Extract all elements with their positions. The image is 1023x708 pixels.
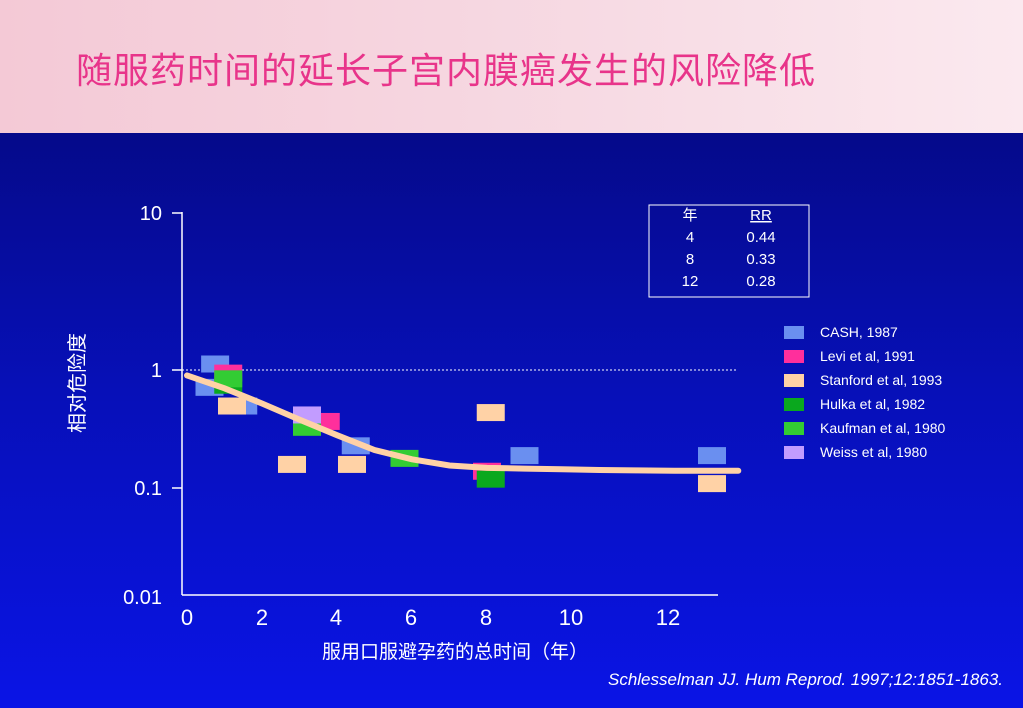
legend-label: Levi et al, 1991	[820, 348, 915, 364]
slide-body	[0, 133, 1023, 708]
legend-swatch	[784, 446, 804, 459]
x-axis-label: 服用口服避孕药的总时间（年）	[322, 641, 588, 663]
data-point	[214, 370, 243, 388]
data-point	[476, 404, 505, 422]
y-tick-labels: 10 1 0.1 0.01	[123, 203, 162, 609]
x-tick-label: 2	[256, 605, 268, 630]
data-point	[278, 455, 306, 473]
legend-label: Stanford et al, 1993	[820, 372, 942, 388]
page-title: 随服药时间的延长子宫内膜癌发生的风险降低	[76, 51, 817, 92]
x-tick-label: 12	[656, 605, 680, 630]
rr-table-cell: 0.28	[746, 273, 775, 290]
y-tick-label: 0.01	[123, 587, 162, 609]
x-tick-labels: 0 2 4 6 8 10 12	[181, 605, 680, 630]
citation: Schlesselman JJ. Hum Reprod. 1997;12:185…	[608, 670, 1003, 689]
legend-label: Weiss et al, 1980	[820, 444, 927, 460]
legend-swatch	[784, 326, 804, 339]
x-tick-label: 10	[559, 605, 583, 630]
y-tick-label: 0.1	[134, 478, 162, 500]
rr-table-cell: 12	[682, 273, 699, 290]
legend: CASH, 1987 Levi et al, 1991 Stanford et al…	[784, 324, 946, 460]
y-tick-marks	[172, 212, 182, 489]
x-tick-label: 8	[480, 605, 492, 630]
data-point	[218, 397, 246, 415]
rr-table-header: RR	[750, 207, 772, 224]
legend-label: Kaufman et al, 1980	[820, 420, 946, 436]
y-tick-label: 10	[140, 203, 162, 225]
rr-table-cell: 8	[686, 251, 694, 268]
rr-table: 年 RR 4 0.44 8 0.33 12 0.28	[682, 207, 776, 290]
rr-table-header: 年	[682, 207, 697, 224]
trend-line	[184, 372, 742, 474]
rr-table-cell: 4	[686, 229, 694, 246]
x-tick-label: 6	[405, 605, 417, 630]
y-axis-label: 相对危险度	[66, 333, 89, 433]
legend-swatch	[784, 398, 804, 411]
data-point	[338, 455, 366, 473]
data-point	[698, 475, 726, 493]
y-tick-label: 1	[151, 360, 162, 382]
rr-table-cell: 0.44	[746, 229, 775, 246]
data-point	[510, 447, 539, 465]
data-point	[698, 447, 726, 465]
legend-label: CASH, 1987	[820, 324, 898, 340]
title-banner: 随服药时间的延长子宫内膜癌发生的风险降低	[0, 0, 1023, 133]
x-tick-label: 0	[181, 605, 193, 630]
rr-table-cell: 0.33	[746, 251, 775, 268]
legend-label: Hulka et al, 1982	[820, 396, 925, 412]
legend-swatch	[784, 350, 804, 363]
data-point	[476, 470, 505, 488]
x-tick-label: 4	[330, 605, 342, 630]
legend-swatch	[784, 374, 804, 387]
rr-table-border	[648, 204, 810, 298]
legend-swatch	[784, 422, 804, 435]
